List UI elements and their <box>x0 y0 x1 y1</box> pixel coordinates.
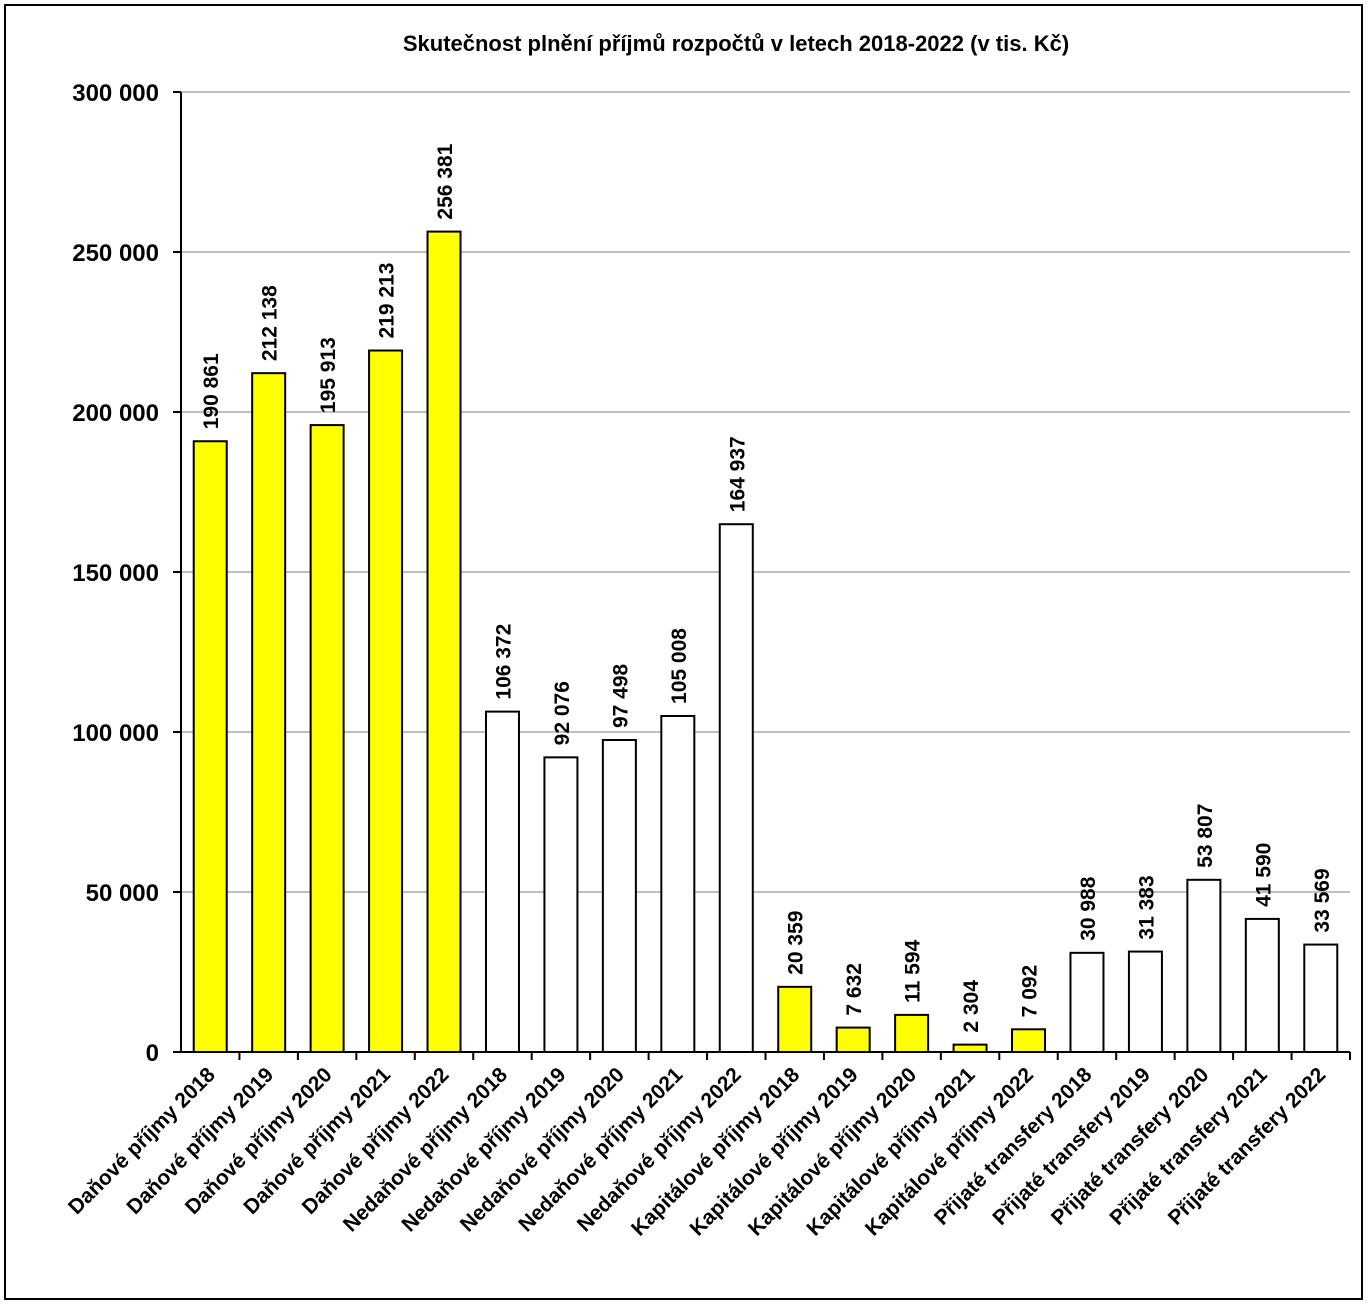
data-label: 41 590 <box>1252 843 1275 907</box>
data-label: 105 008 <box>668 628 691 704</box>
data-label: 92 076 <box>551 681 574 745</box>
bar <box>484 710 520 1054</box>
bar <box>368 349 404 1054</box>
data-label: 11 594 <box>902 940 925 1003</box>
y-tick-label: 100 000 <box>72 720 159 747</box>
bar <box>1127 950 1163 1053</box>
data-label: 7 092 <box>1019 965 1042 1018</box>
data-label: 20 359 <box>785 911 808 975</box>
data-label: 219 213 <box>376 263 399 339</box>
bar <box>309 424 345 1053</box>
bar <box>660 714 696 1054</box>
data-label: 195 913 <box>317 337 340 413</box>
bar <box>1186 878 1222 1054</box>
bar <box>1011 1028 1047 1053</box>
data-label: 190 861 <box>200 353 223 429</box>
gridlines <box>181 91 1350 893</box>
axes <box>173 91 1351 1060</box>
data-label: 97 498 <box>609 663 632 728</box>
data-label: 212 138 <box>259 285 282 361</box>
y-tick-label: 200 000 <box>72 400 159 427</box>
bar <box>601 739 637 1053</box>
data-label: 164 937 <box>726 436 749 512</box>
bar <box>894 1013 930 1053</box>
bar <box>192 440 228 1053</box>
data-label: 53 807 <box>1194 804 1217 868</box>
data-label: 33 569 <box>1311 868 1334 932</box>
data-label: 30 988 <box>1077 876 1100 941</box>
data-label: 7 632 <box>843 963 866 1016</box>
bar <box>1244 917 1280 1053</box>
data-label: 106 372 <box>492 624 515 700</box>
bar <box>251 372 287 1053</box>
data-labels: 190 861 212 138 195 913 219 213 256 381 106 3… <box>200 143 1334 1032</box>
y-tick-label: 300 000 <box>72 80 159 107</box>
bar <box>543 756 579 1053</box>
bar <box>1303 943 1339 1054</box>
data-label: 2 304 <box>960 980 983 1033</box>
bar <box>718 523 754 1053</box>
y-tick-label: 0 <box>146 1040 159 1067</box>
y-tick-labels: 0 50 000 100 000 150 000 200 000 250 000 300 0… <box>72 80 159 1067</box>
data-label: 31 383 <box>1135 875 1158 939</box>
data-label: 256 381 <box>434 143 457 219</box>
bar <box>835 1026 871 1054</box>
y-tick-label: 50 000 <box>86 880 159 907</box>
bars <box>192 230 1339 1054</box>
y-tick-label: 250 000 <box>72 240 159 267</box>
bar <box>1069 951 1105 1053</box>
bar <box>426 230 462 1053</box>
bar <box>952 1043 988 1053</box>
chart-frame <box>4 4 1363 1300</box>
y-tick-label: 150 000 <box>72 560 159 587</box>
bar <box>777 985 813 1053</box>
chart-title: Skutečnost plnění příjmů rozpočtů v lete… <box>403 31 1069 56</box>
